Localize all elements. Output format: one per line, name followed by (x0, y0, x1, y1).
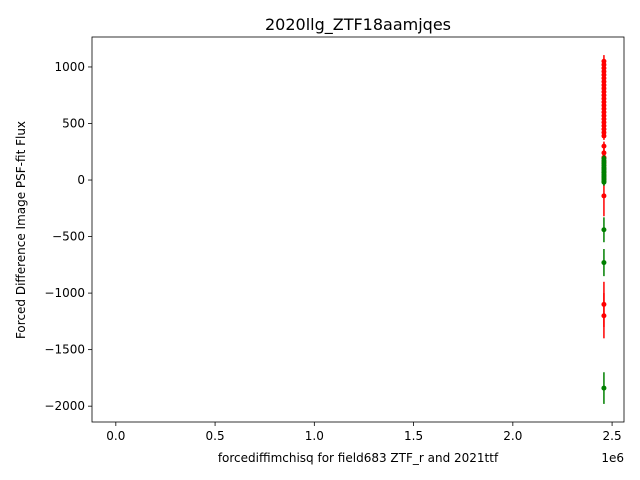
data-point (601, 227, 607, 233)
x-tick-label: 0.5 (206, 429, 225, 443)
data-point (601, 179, 607, 185)
data-point (601, 143, 607, 149)
x-tick-label: 2.5 (603, 429, 622, 443)
data-point (601, 385, 607, 391)
y-axis-label: Forced Difference Image PSF-fit Flux (14, 121, 28, 339)
series-1 (601, 55, 607, 339)
y-axis: −2000 −1500 −1000 −500 0 500 1000 (44, 60, 92, 413)
data-point (601, 193, 607, 199)
y-tick-label: 500 (62, 116, 85, 130)
plot-area (91, 36, 625, 423)
y-tick-label: −2000 (44, 399, 85, 413)
x-tick-label: 0.0 (106, 429, 125, 443)
y-tick-label: 1000 (54, 60, 85, 74)
chart-title: 2020llg_ZTF18aamjqes (265, 15, 451, 35)
x-axis: 0.0 0.5 1.0 1.5 2.0 2.5 (106, 422, 622, 443)
plot-frame (91, 36, 625, 423)
x-tick-label: 1.0 (305, 429, 324, 443)
y-tick-label: 0 (77, 173, 85, 187)
series-2 (601, 155, 607, 404)
data-point (601, 133, 607, 139)
y-tick-label: −500 (52, 230, 85, 244)
x-tick-label: 2.0 (503, 429, 522, 443)
x-tick-label: 1.5 (404, 429, 423, 443)
x-axis-label: forcediffimchisq for field683 ZTF_r and … (218, 451, 499, 465)
data-marks (601, 55, 607, 404)
data-point (601, 260, 607, 266)
data-point (601, 313, 607, 319)
y-tick-label: −1000 (44, 286, 85, 300)
x-offset-label: 1e6 (601, 451, 624, 465)
y-tick-label: −1500 (44, 343, 85, 357)
